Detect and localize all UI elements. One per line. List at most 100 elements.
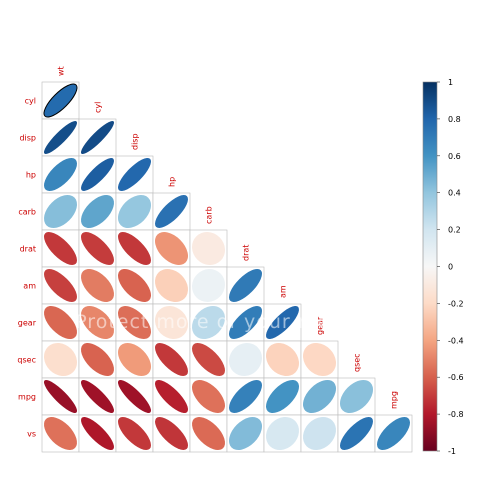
correlation-cell [78,303,117,342]
correlation-ellipse [81,306,115,340]
correlation-ellipse [80,380,114,414]
correlation-ellipse [80,232,114,266]
correlation-ellipse [265,306,299,340]
correlation-cell [189,377,228,416]
colorbar-tick-label: -0.6 [448,373,464,382]
correlation-ellipse [117,380,151,414]
correlation-ellipse [117,343,151,377]
correlation-cell [78,118,117,157]
correlation-cell [300,340,339,379]
correlation-ellipse [118,416,152,450]
row-label: drat [20,245,36,254]
correlation-cell [263,303,302,342]
correlation-cell [152,414,191,453]
correlation-ellipse [44,416,78,450]
colorbar-tick-label: -0.2 [448,299,464,308]
colorbar-tick-label: -0.8 [448,410,464,419]
correlation-cell [152,229,191,268]
correlation-ellipse [155,416,189,450]
correlation-cell [115,155,154,194]
correlation-ellipse [155,379,189,413]
column-label: disp [131,133,140,150]
correlation-cell [337,377,376,416]
correlation-ellipse [80,157,114,191]
column-label: drat [242,245,251,261]
correlation-cell [152,340,191,379]
correlation-cell [115,377,154,416]
correlation-cell [115,340,154,379]
row-label: cyl [25,97,36,106]
colorbar-tick-label: 0 [448,263,453,272]
correlation-cell [263,340,302,379]
correlation-cell [374,414,413,453]
correlation-cell [263,414,302,453]
colorbar-bar [422,81,438,452]
correlation-ellipse [44,231,78,265]
correlation-cell [115,229,154,268]
column-label: gear [316,316,325,335]
correlation-ellipse [81,194,115,228]
correlation-cell [41,414,80,453]
correlation-ellipse [340,416,374,450]
correlation-ellipse [44,158,78,192]
correlation-cell [41,81,80,120]
colorbar-tick-label: 0.6 [448,152,461,161]
correlation-ellipse [228,417,262,450]
correlation-ellipse [192,380,226,413]
correlation-ellipse [377,417,411,451]
correlation-ellipse [118,157,152,191]
colorbar-tick-label: 1 [448,78,453,87]
correlation-cell [78,340,117,379]
correlation-ellipse [191,232,225,266]
correlation-cell [41,155,80,194]
correlation-ellipse [117,306,151,340]
correlation-cell [226,340,265,379]
correlation-cell [78,229,117,268]
correlation-cell [152,303,191,342]
colorbar-ticks: 1 0.8 0.6 0.4 0.2 0 -0.2 -0.4 -0.6 -0.8 -1 [437,78,464,456]
correlation-cell [115,266,154,305]
correlation-ellipse [44,121,78,155]
correlation-ellipse [191,417,225,451]
correlation-cell [41,377,80,416]
correlation-ellipse [154,231,188,265]
correlation-cell [226,377,265,416]
correlation-ellipse [117,268,151,302]
correlation-cell [41,340,80,379]
correlation-ellipse [43,269,77,303]
correlation-ellipse [44,342,78,376]
colorbar-tick-label: 0.8 [448,115,461,124]
correlation-cell [226,303,265,342]
column-label: qsec [353,353,362,372]
correlation-cell [78,414,117,453]
correlation-cell [189,414,228,453]
correlation-ellipse [191,269,225,303]
correlation-ellipse [266,343,300,376]
correlation-ellipse [155,342,189,376]
correlation-ellipse [44,380,77,414]
correlation-ellipse [229,343,263,377]
correlation-cell [78,266,117,305]
correlation-cell [41,303,80,342]
colorbar-tick-label: -0.4 [448,336,464,345]
column-label: carb [205,206,214,224]
correlation-cell [189,340,228,379]
correlation-cell [115,414,154,453]
correlation-ellipse [303,380,336,414]
watermark-text: Protect more of your memories [75,311,401,333]
correlation-cell [226,414,265,453]
correlation-ellipse [43,194,77,228]
row-label: gear [18,319,37,328]
correlation-cell [78,377,117,416]
correlation-ellipse [80,342,114,376]
row-label: vs [27,430,36,439]
column-labels: wt cyl disp hp carb drat am gear qsec mpg [57,66,399,409]
correlation-cell [152,192,191,231]
row-labels: cyl disp hp carb drat am gear qsec mpg vs [17,97,36,439]
correlation-cell [300,414,339,453]
column-label: mpg [390,391,399,409]
correlation-ellipse [80,417,114,451]
correlation-ellipse [117,194,151,228]
correlation-ellipse [228,268,262,302]
